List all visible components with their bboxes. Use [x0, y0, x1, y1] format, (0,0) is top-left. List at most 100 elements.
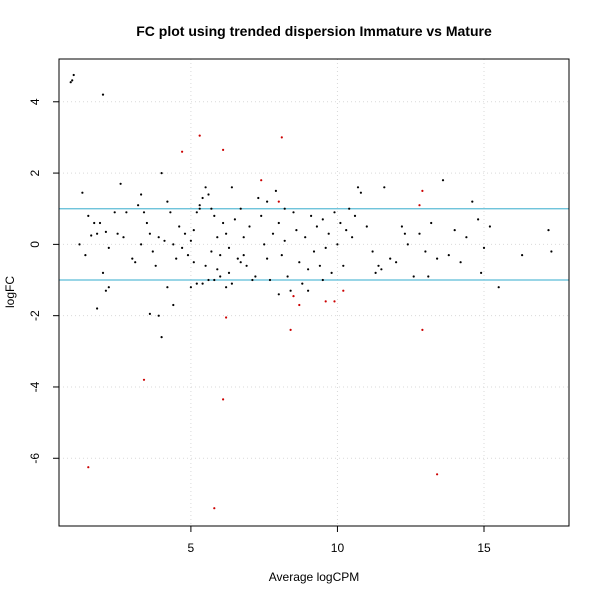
data-point-0-121 — [365, 225, 368, 228]
data-point-0-137 — [459, 261, 462, 264]
data-point-0-77 — [225, 286, 228, 289]
data-point-0-141 — [482, 246, 486, 249]
data-point-0-30 — [154, 264, 157, 267]
plot-frame — [58, 58, 570, 527]
x-tick-label-1: 10 — [331, 541, 345, 555]
data-point-1-20 — [292, 295, 295, 298]
data-point-0-50 — [192, 229, 195, 232]
data-point-0-84 — [254, 275, 257, 278]
data-point-0-136 — [453, 229, 456, 232]
data-point-0-99 — [298, 261, 301, 264]
data-point-0-135 — [447, 254, 450, 257]
data-point-0-14 — [90, 234, 93, 237]
data-point-1-9 — [222, 398, 225, 401]
y-tick-label-1: -4 — [28, 381, 42, 392]
data-point-0-88 — [266, 257, 269, 260]
data-point-1-3 — [260, 179, 263, 182]
data-point-0-0 — [69, 81, 72, 84]
data-point-0-143 — [497, 286, 500, 289]
data-point-0-103 — [310, 214, 313, 217]
data-point-0-147 — [403, 232, 406, 235]
data-point-0-146 — [550, 250, 553, 253]
data-point-1-12 — [213, 507, 216, 510]
data-point-1-19 — [421, 328, 424, 331]
data-point-0-116 — [348, 207, 351, 210]
data-point-0-17 — [116, 232, 119, 235]
data-point-0-124 — [383, 186, 386, 189]
data-point-0-90 — [271, 232, 275, 235]
data-point-0-89 — [268, 278, 272, 282]
data-point-0-108 — [324, 246, 327, 249]
data-point-0-2 — [71, 79, 74, 82]
data-point-1-14 — [289, 328, 292, 331]
data-point-1-7 — [421, 189, 424, 192]
grid-lines — [59, 59, 569, 526]
y-tick-label-4: 2 — [28, 169, 42, 176]
data-point-0-86 — [260, 214, 263, 217]
data-point-0-26 — [142, 211, 146, 214]
data-point-0-58 — [216, 236, 219, 239]
data-point-0-129 — [412, 275, 415, 278]
data-point-0-96 — [289, 289, 292, 292]
data-point-0-21 — [107, 286, 110, 289]
data-point-0-156 — [283, 207, 286, 210]
data-point-0-131 — [424, 250, 427, 253]
data-point-0-51 — [195, 211, 198, 214]
data-point-0-8 — [104, 230, 107, 233]
data-point-0-97 — [292, 211, 295, 214]
data-point-0-157 — [307, 289, 310, 292]
x-tick-label-2: 15 — [477, 541, 491, 555]
data-point-1-18 — [342, 289, 345, 292]
data-point-0-125 — [389, 257, 392, 260]
data-point-0-138 — [465, 236, 468, 239]
data-point-0-122 — [371, 250, 374, 253]
data-point-0-158 — [321, 278, 324, 282]
data-point-0-59 — [219, 254, 222, 257]
x-axis-label: Average logCPM — [269, 570, 360, 584]
data-point-1-16 — [324, 300, 327, 303]
data-point-0-7 — [96, 232, 99, 235]
data-point-0-9 — [113, 211, 116, 214]
data-point-0-6 — [93, 221, 96, 225]
data-point-0-87 — [263, 243, 266, 246]
data-point-0-22 — [96, 307, 99, 310]
data-point-0-66 — [239, 207, 242, 210]
y-tick-label-2: -2 — [28, 310, 42, 321]
data-point-0-35 — [169, 211, 172, 214]
y-tick-label-5: 4 — [28, 98, 42, 105]
data-point-0-60 — [222, 221, 225, 225]
data-point-0-32 — [160, 172, 163, 175]
data-point-0-67 — [242, 236, 245, 239]
data-point-0-117 — [351, 236, 354, 239]
data-point-0-47 — [183, 232, 187, 235]
data-point-1-6 — [418, 204, 421, 207]
data-point-1-11 — [87, 466, 90, 469]
data-point-0-107 — [321, 218, 324, 221]
data-point-0-91 — [274, 189, 277, 192]
data-point-0-61 — [225, 232, 228, 235]
data-point-1-8 — [225, 316, 228, 319]
data-point-1-4 — [277, 200, 280, 203]
data-point-0-151 — [480, 271, 483, 274]
data-point-0-159 — [277, 293, 280, 296]
data-point-0-115 — [345, 229, 348, 232]
data-point-0-142 — [488, 225, 491, 228]
data-point-0-1 — [72, 73, 75, 77]
data-point-0-114 — [342, 264, 345, 267]
data-point-0-31 — [157, 236, 160, 239]
data-point-0-49 — [189, 239, 192, 242]
data-point-0-42 — [160, 336, 163, 339]
y-tick-label-3: 0 — [28, 241, 42, 248]
y-axis: -6 -4 -2 0 2 4 — [28, 98, 59, 464]
data-points — [69, 73, 553, 510]
data-point-0-48 — [186, 254, 190, 257]
data-point-0-18 — [122, 236, 125, 239]
data-point-0-29 — [151, 250, 154, 253]
data-point-0-74 — [207, 278, 210, 282]
data-point-0-105 — [315, 225, 318, 228]
data-point-0-27 — [145, 221, 148, 225]
data-point-0-79 — [192, 261, 195, 264]
data-point-0-69 — [248, 225, 251, 228]
data-point-0-25 — [140, 193, 143, 196]
data-point-0-80 — [204, 264, 207, 267]
